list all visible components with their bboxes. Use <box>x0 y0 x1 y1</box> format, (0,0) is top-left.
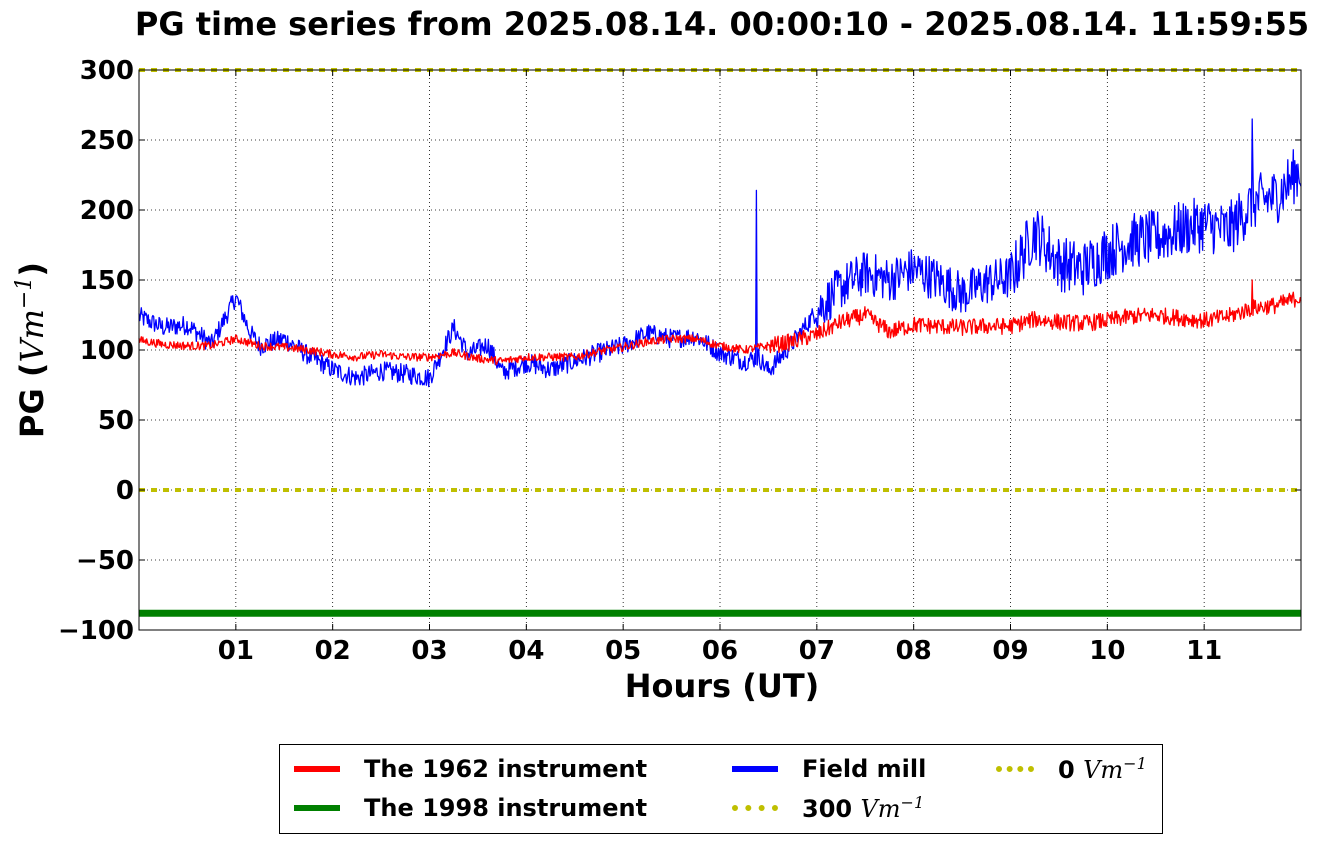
y-tick-label: −50 <box>76 546 134 576</box>
plot-lines <box>138 68 1302 617</box>
legend-swatch-0 <box>996 766 1034 772</box>
legend-label-300-exp: −1 <box>900 793 925 812</box>
legend-swatch-1998 <box>294 805 340 811</box>
legend: The 1962 instrument The 1998 instrument … <box>279 744 1163 834</box>
x-tick-label: 06 <box>702 636 738 666</box>
y-axis-label-prefix: PG ( <box>13 363 51 438</box>
y-tick-label: 150 <box>80 266 134 296</box>
x-ticks: 01 02 03 04 05 06 07 08 09 10 11 <box>218 70 1222 666</box>
x-tick-label: 11 <box>1186 636 1222 666</box>
legend-label-0-unit: Vm <box>1083 756 1124 784</box>
legend-label-300: 300 Vm−1 <box>802 793 924 823</box>
chart-title: PG time series from 2025.08.14. 00:00:10… <box>135 5 1309 43</box>
legend-item-field-mill: Field mill <box>732 754 926 784</box>
x-tick-label: 08 <box>896 636 932 666</box>
legend-swatch-300 <box>732 805 778 811</box>
legend-label-1998: The 1998 instrument <box>364 794 648 822</box>
legend-label-field-mill: Field mill <box>802 755 927 783</box>
legend-label-300-unit: Vm <box>860 795 901 823</box>
y-tick-label: 50 <box>98 406 134 436</box>
x-tick-label: 04 <box>508 636 544 666</box>
x-tick-label: 03 <box>411 636 447 666</box>
legend-label-0: 0 Vm−1 <box>1058 754 1147 784</box>
legend-label-300-prefix: 300 <box>802 795 861 823</box>
x-axis-label: Hours (UT) <box>625 667 820 705</box>
y-axis-label: PG (Vm−1) <box>12 262 51 438</box>
series-line-1962 <box>138 279 1302 366</box>
x-tick-label: 10 <box>1089 636 1125 666</box>
legend-item-0: 0 Vm−1 <box>996 754 1147 784</box>
series-line-field-mill <box>138 118 1302 388</box>
legend-label-0-exp: −1 <box>1123 754 1147 773</box>
legend-item-1962: The 1962 instrument <box>294 754 647 784</box>
y-axis-label-exponent: −1 <box>12 277 37 309</box>
x-tick-label: 09 <box>992 636 1028 666</box>
y-tick-label: 250 <box>80 126 134 156</box>
legend-label-1962: The 1962 instrument <box>364 755 648 783</box>
legend-swatch-1962 <box>294 766 340 772</box>
y-axis-label-unit: Vm <box>13 309 51 362</box>
x-tick-label: 02 <box>315 636 351 666</box>
legend-swatch-field-mill <box>732 766 778 772</box>
y-tick-label: 0 <box>116 476 134 506</box>
x-tick-label: 07 <box>799 636 835 666</box>
legend-item-300: 300 Vm−1 <box>732 793 924 823</box>
y-tick-label: 200 <box>80 196 134 226</box>
x-tick-label: 01 <box>218 636 254 666</box>
x-tick-label: 05 <box>605 636 641 666</box>
legend-label-0-prefix: 0 <box>1058 756 1084 784</box>
legend-item-1998: The 1998 instrument <box>294 793 647 823</box>
y-axis-label-suffix: ) <box>13 262 51 277</box>
y-ticks: −100 −50 0 50 100 150 200 250 300 <box>58 56 1301 646</box>
y-tick-label: 100 <box>80 336 134 366</box>
y-tick-label: 300 <box>80 56 134 86</box>
y-tick-label: −100 <box>58 616 134 646</box>
